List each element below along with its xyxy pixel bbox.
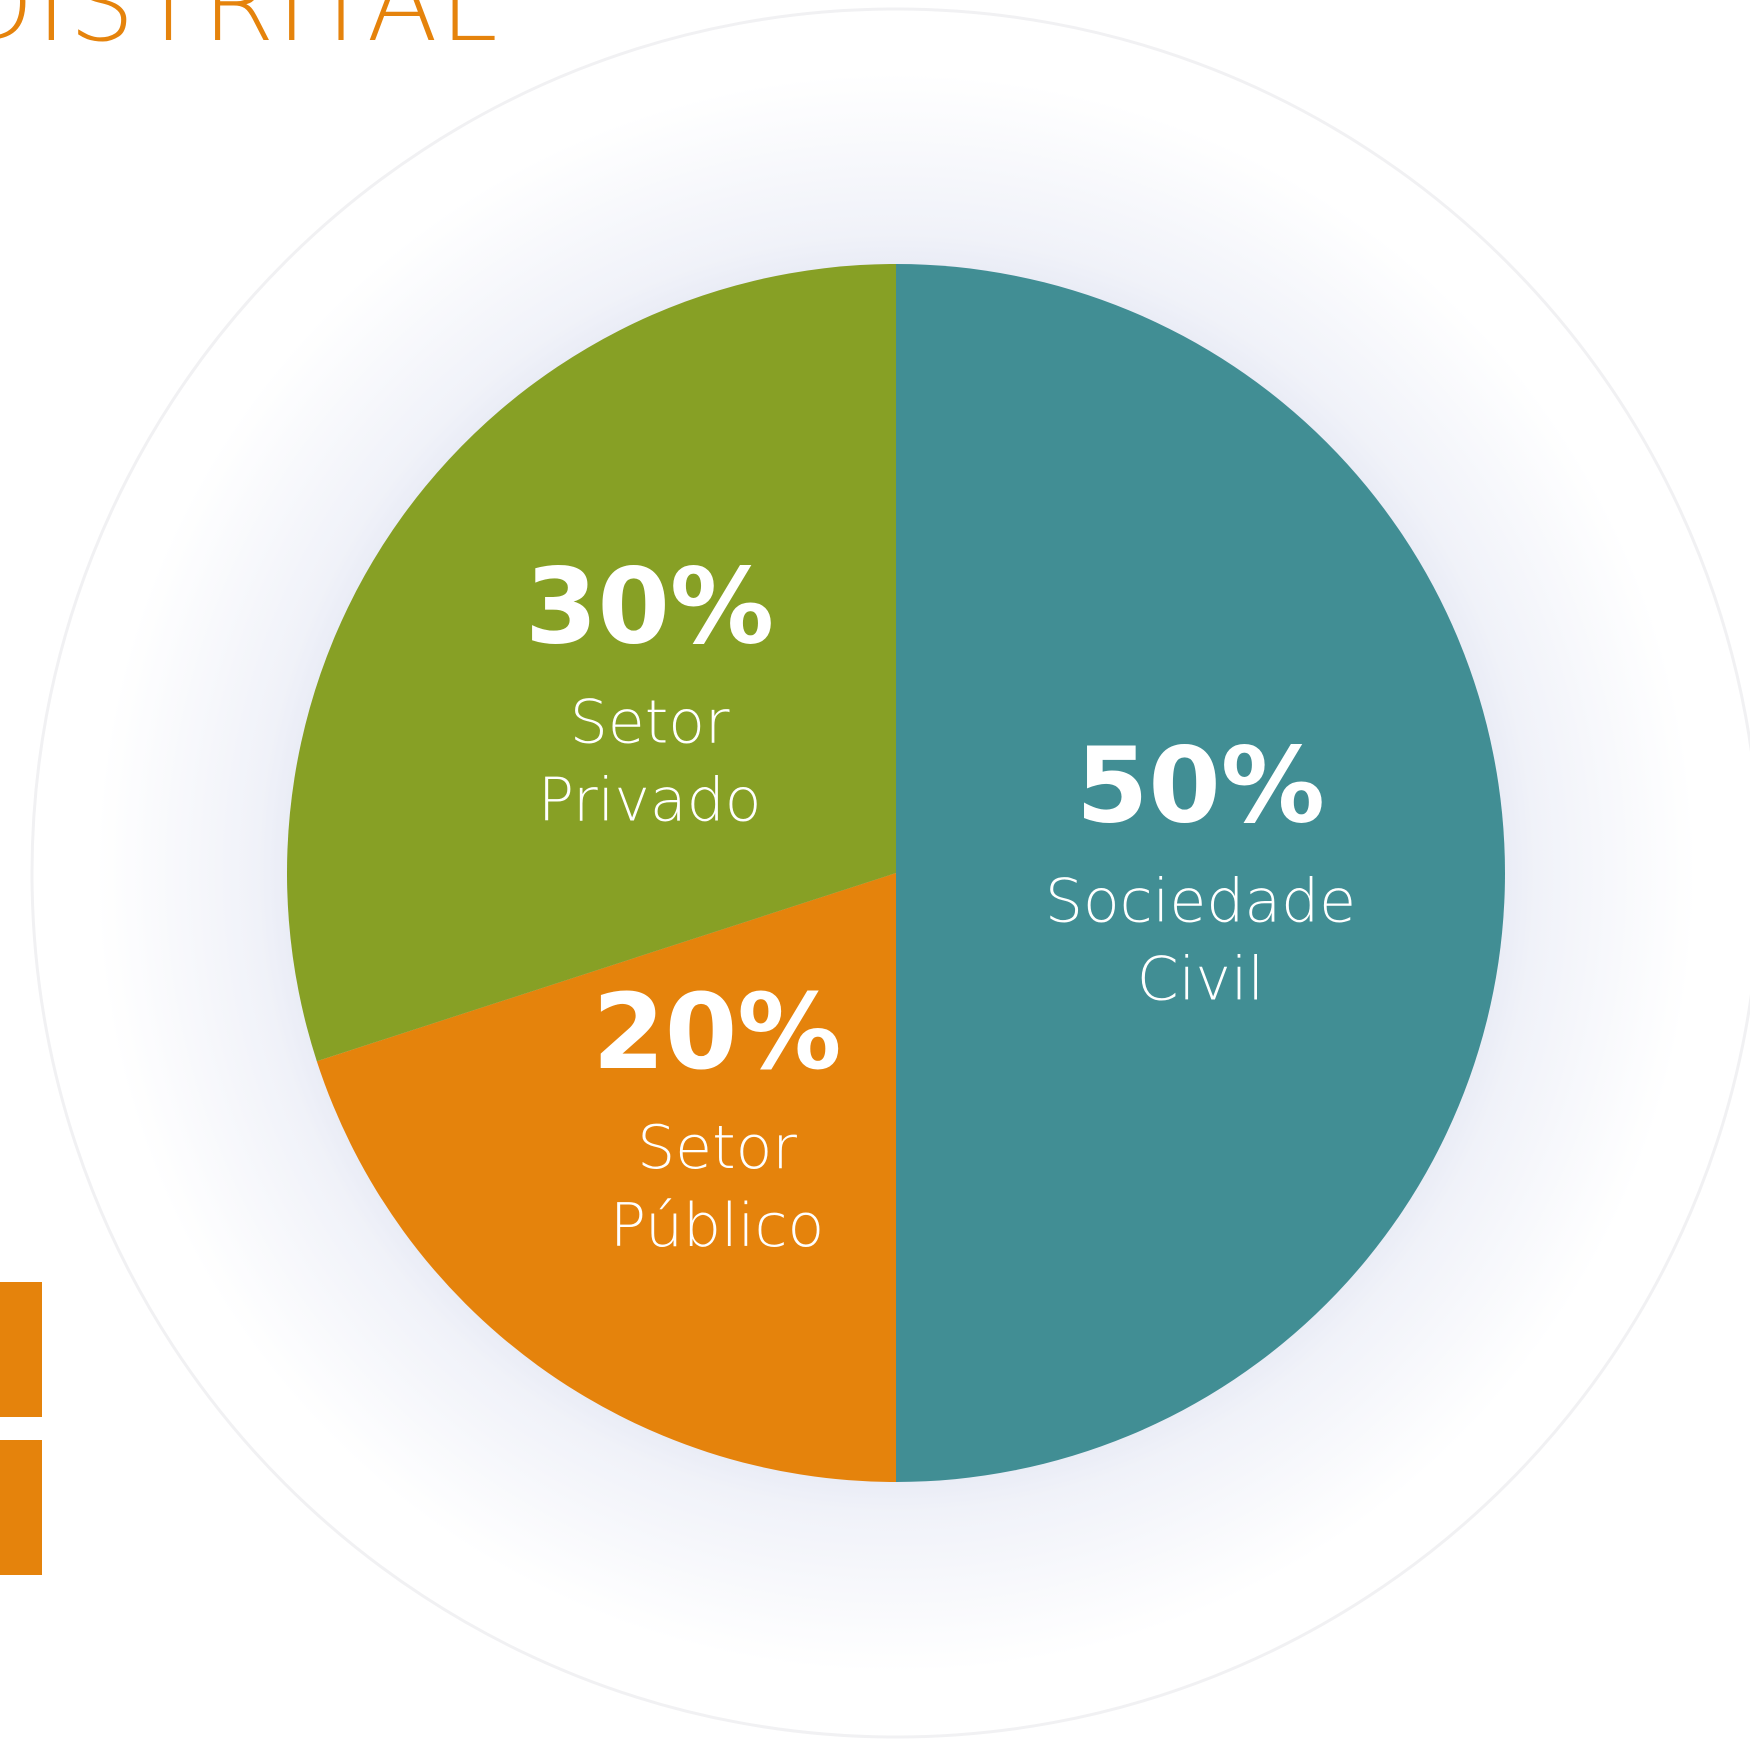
slice-name-label: Setor: [570, 687, 730, 757]
accent-bar: [0, 1440, 42, 1575]
slice-value-label: 30%: [525, 545, 774, 667]
accent-bar: [0, 1282, 42, 1417]
pie-slice-sociedade-civil: [896, 264, 1505, 1482]
slice-name-label: Sociedade: [1045, 866, 1356, 936]
slice-name-label: Privado: [538, 765, 762, 835]
pie-slice-setor-privado: [286, 264, 896, 1062]
page-title: DISTRITAL: [0, 0, 500, 65]
slice-value-label: 50%: [1076, 724, 1325, 846]
slice-name-label: Civil: [1137, 944, 1264, 1014]
pie-slice-setor-publico: [316, 873, 896, 1482]
slice-value-label: 20%: [593, 971, 842, 1093]
slice-name-label: Público: [610, 1191, 824, 1261]
slice-name-label: Setor: [637, 1113, 797, 1183]
